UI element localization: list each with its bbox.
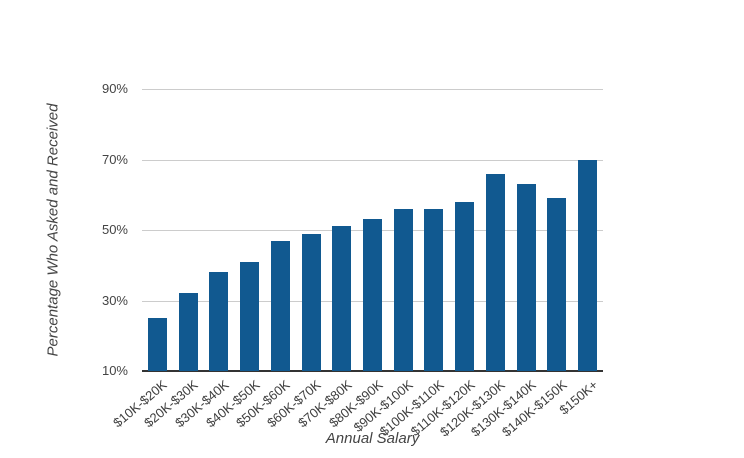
plot-area bbox=[142, 89, 603, 372]
bar bbox=[332, 226, 352, 371]
x-axis-title: Annual Salary bbox=[325, 430, 420, 447]
gridline bbox=[142, 89, 603, 90]
y-tick-label: 70% bbox=[101, 151, 128, 167]
bar bbox=[270, 240, 290, 371]
bar bbox=[485, 173, 505, 371]
bar bbox=[547, 198, 567, 371]
y-tick-label: 10% bbox=[101, 363, 128, 378]
bar bbox=[455, 201, 475, 371]
bar bbox=[209, 272, 229, 371]
gridline bbox=[142, 159, 603, 161]
x-axis-line bbox=[142, 370, 603, 372]
bar bbox=[578, 159, 598, 371]
bar bbox=[178, 293, 198, 371]
bar bbox=[393, 208, 413, 371]
bar bbox=[147, 318, 167, 371]
bar bbox=[301, 233, 321, 371]
y-axis-title: Percentage Who Asked and Received bbox=[44, 103, 62, 357]
y-tick-label: 30% bbox=[101, 292, 128, 308]
bar bbox=[516, 184, 536, 371]
y-tick-label: 50% bbox=[101, 222, 128, 237]
bar bbox=[363, 219, 382, 371]
bar bbox=[240, 261, 260, 371]
bar bbox=[424, 208, 444, 371]
y-tick-label: 90% bbox=[101, 81, 128, 96]
